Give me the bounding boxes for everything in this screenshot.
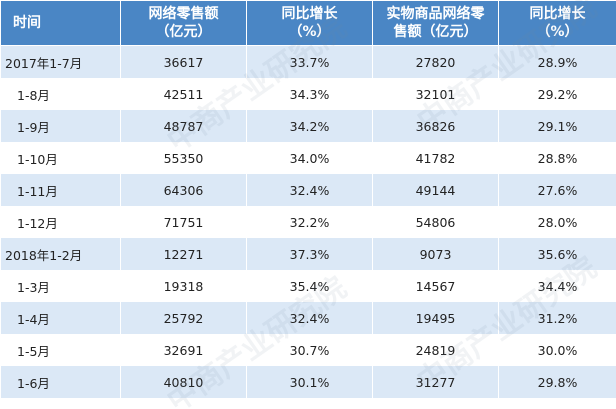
cell-period: 1-3月 bbox=[0, 270, 121, 302]
cell-physical-retail: 41782 bbox=[372, 142, 499, 174]
cell-physical-growth: 31.2% bbox=[498, 302, 616, 334]
header-period: 时间 bbox=[0, 0, 121, 46]
cell-period: 1-4月 bbox=[0, 302, 121, 334]
cell-online-retail: 12271 bbox=[120, 238, 247, 270]
online-retail-table: 时间 网络零售额 （亿元） 同比增长 （%） 实物商品网络零 售额（亿元） 同比增长（… bbox=[0, 0, 616, 398]
cell-period: 1-12月 bbox=[0, 206, 121, 238]
table-row: 1-5月 32691 30.7% 24819 30.0% bbox=[0, 334, 616, 366]
cell-period: 1-8月 bbox=[0, 78, 121, 110]
cell-physical-retail: 14567 bbox=[372, 270, 499, 302]
cell-physical-retail: 19495 bbox=[372, 302, 499, 334]
table-row: 1-10月 55350 34.0% 41782 28.8% bbox=[0, 142, 616, 174]
table-row: 1-12月 71751 32.2% 54806 28.0% bbox=[0, 206, 616, 238]
cell-period: 1-11月 bbox=[0, 174, 121, 206]
cell-physical-growth: 34.4% bbox=[498, 270, 616, 302]
cell-online-growth: 34.2% bbox=[246, 110, 373, 142]
header-physical-growth-text: 同比增长 （%） bbox=[529, 6, 586, 40]
cell-period: 2017年1-7月 bbox=[0, 45, 121, 78]
table-row: 1-8月 42511 34.3% 32101 29.2% bbox=[0, 78, 616, 110]
cell-online-retail: 40810 bbox=[120, 366, 247, 398]
cell-online-growth: 32.4% bbox=[246, 174, 373, 206]
header-physical-growth: 同比增长 （%） bbox=[498, 0, 616, 46]
cell-online-retail: 25792 bbox=[120, 302, 247, 334]
cell-online-retail: 36617 bbox=[120, 45, 247, 78]
cell-online-growth: 33.7% bbox=[246, 45, 373, 78]
header-online-growth: 同比增长 （%） bbox=[246, 0, 373, 46]
header-online-growth-text: 同比增长 （%） bbox=[281, 6, 338, 40]
cell-period: 2018年1-2月 bbox=[0, 238, 121, 270]
cell-physical-growth: 28.9% bbox=[498, 45, 616, 78]
cell-physical-growth: 29.1% bbox=[498, 110, 616, 142]
cell-physical-retail: 49144 bbox=[372, 174, 499, 206]
table-row: 2017年1-7月 36617 33.7% 27820 28.9% bbox=[0, 45, 616, 78]
cell-physical-growth: 35.6% bbox=[498, 238, 616, 270]
cell-physical-retail: 54806 bbox=[372, 206, 499, 238]
cell-physical-growth: 30.0% bbox=[498, 334, 616, 366]
cell-physical-retail: 36826 bbox=[372, 110, 499, 142]
cell-online-retail: 48787 bbox=[120, 110, 247, 142]
cell-online-growth: 37.3% bbox=[246, 238, 373, 270]
header-physical-retail: 实物商品网络零 售额（亿元） bbox=[372, 0, 499, 46]
header-row: 时间 网络零售额 （亿元） 同比增长 （%） 实物商品网络零 售额（亿元） 同比增长（… bbox=[0, 0, 616, 46]
table-row: 1-4月 25792 32.4% 19495 31.2% bbox=[0, 302, 616, 334]
cell-online-growth: 32.2% bbox=[246, 206, 373, 238]
cell-period: 1-9月 bbox=[0, 110, 121, 142]
cell-period: 1-5月 bbox=[0, 334, 121, 366]
cell-period: 1-6月 bbox=[0, 366, 121, 398]
cell-physical-retail: 32101 bbox=[372, 78, 499, 110]
cell-physical-growth: 29.8% bbox=[498, 366, 616, 398]
table-row: 1-9月 48787 34.2% 36826 29.1% bbox=[0, 110, 616, 142]
cell-online-retail: 19318 bbox=[120, 270, 247, 302]
cell-physical-growth: 28.8% bbox=[498, 142, 616, 174]
cell-period: 1-10月 bbox=[0, 142, 121, 174]
cell-physical-growth: 27.6% bbox=[498, 174, 616, 206]
cell-online-growth: 34.3% bbox=[246, 78, 373, 110]
cell-online-retail: 32691 bbox=[120, 334, 247, 366]
header-physical-retail-text: 实物商品网络零 售额（亿元） bbox=[386, 6, 485, 40]
table-row: 1-6月 40810 30.1% 31277 29.8% bbox=[0, 366, 616, 398]
cell-online-growth: 30.7% bbox=[246, 334, 373, 366]
cell-online-growth: 32.4% bbox=[246, 302, 373, 334]
cell-physical-growth: 29.2% bbox=[498, 78, 616, 110]
table-body: 2017年1-7月 36617 33.7% 27820 28.9% 1-8月 42511 34… bbox=[0, 45, 616, 398]
cell-physical-retail: 24819 bbox=[372, 334, 499, 366]
cell-online-retail: 71751 bbox=[120, 206, 247, 238]
table-row: 1-11月 64306 32.4% 49144 27.6% bbox=[0, 174, 616, 206]
header-online-retail: 网络零售额 （亿元） bbox=[120, 0, 247, 46]
header-online-retail-text: 网络零售额 （亿元） bbox=[148, 6, 219, 40]
cell-online-retail: 55350 bbox=[120, 142, 247, 174]
cell-physical-retail: 27820 bbox=[372, 45, 499, 78]
cell-physical-growth: 28.0% bbox=[498, 206, 616, 238]
table-row: 2018年1-2月 12271 37.3% 9073 35.6% bbox=[0, 238, 616, 270]
cell-online-growth: 30.1% bbox=[246, 366, 373, 398]
cell-physical-retail: 9073 bbox=[372, 238, 499, 270]
cell-online-retail: 64306 bbox=[120, 174, 247, 206]
cell-physical-retail: 31277 bbox=[372, 366, 499, 398]
table-row: 1-3月 19318 35.4% 14567 34.4% bbox=[0, 270, 616, 302]
cell-online-growth: 35.4% bbox=[246, 270, 373, 302]
cell-online-retail: 42511 bbox=[120, 78, 247, 110]
cell-online-growth: 34.0% bbox=[246, 142, 373, 174]
